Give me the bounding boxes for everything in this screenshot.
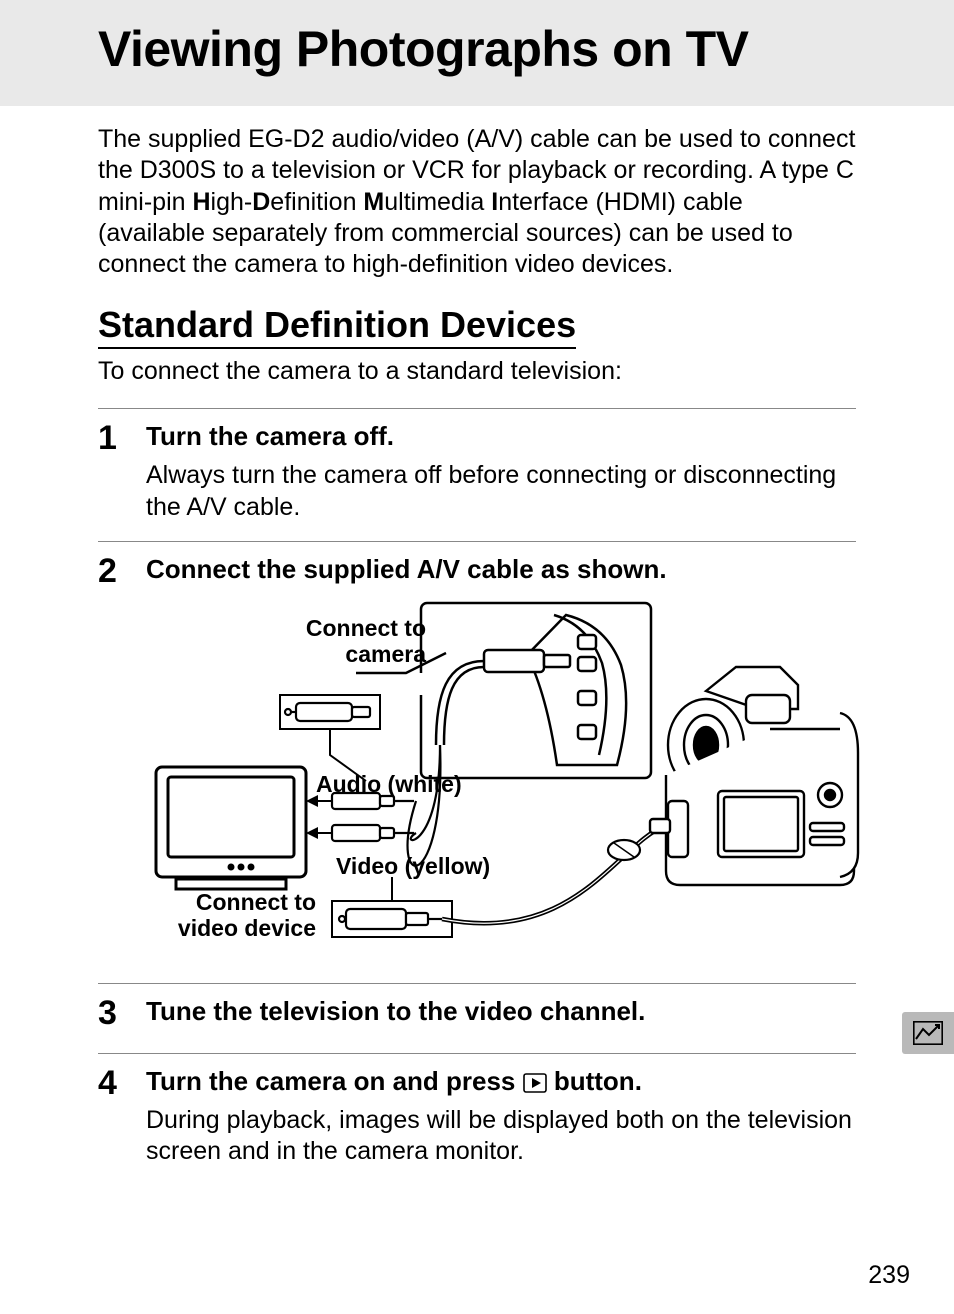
- diagram-label-connect-video: Connect to video device: [136, 889, 316, 942]
- step-body: Turn the camera off. Always turn the came…: [146, 419, 856, 523]
- page-number: 239: [868, 1261, 910, 1290]
- page-title: Viewing Photographs on TV: [98, 20, 954, 78]
- diagram-label-video: Video (yellow): [336, 853, 536, 879]
- step: 4Turn the camera on and press button. Dur…: [98, 1053, 856, 1186]
- step-number: 4: [98, 1064, 146, 1168]
- step-text: During playback, images will be displaye…: [146, 1105, 856, 1168]
- tab-graph-icon: [913, 1021, 943, 1045]
- camera-body-icon: [650, 667, 858, 885]
- camera-port-closeup: [421, 603, 651, 778]
- rca-plug-bottom: [339, 909, 442, 929]
- step-title: Connect the supplied A/V cable as shown.: [146, 554, 856, 585]
- cable-diagram: Connect to camera Audio (white) Video (y…: [146, 595, 856, 965]
- step-body: Turn the camera on and press button. Duri…: [146, 1064, 856, 1168]
- step-text: Always turn the camera off before connec…: [146, 460, 856, 523]
- step-number: 3: [98, 994, 146, 1035]
- step-body: Connect the supplied A/V cable as shown.: [146, 552, 856, 965]
- diagram-label-audio: Audio (white): [316, 771, 506, 797]
- step-title: Turn the camera off.: [146, 421, 856, 452]
- tv-icon: [156, 767, 306, 889]
- step-number: 1: [98, 419, 146, 523]
- step-body: Tune the television to the video channel…: [146, 994, 856, 1035]
- step: 3Tune the television to the video channe…: [98, 983, 856, 1053]
- step-title: Tune the television to the video channel…: [146, 996, 856, 1027]
- section-heading: Standard Definition Devices: [98, 304, 576, 349]
- step-title: Turn the camera on and press button.: [146, 1066, 856, 1097]
- section-tab-icon: [902, 1012, 954, 1054]
- step: 1Turn the camera off. Always turn the cam…: [98, 408, 856, 541]
- section-lead: To connect the camera to a standard tele…: [98, 357, 856, 386]
- rca-video-plug: [306, 825, 414, 841]
- rca-plug-top: [285, 703, 370, 721]
- intro-paragraph: The supplied EG-D2 audio/video (A/V) cab…: [98, 124, 856, 280]
- header-band: Viewing Photographs on TV: [0, 0, 954, 106]
- step: 2Connect the supplied A/V cable as shown…: [98, 541, 856, 983]
- diagram-label-connect-camera: Connect to camera: [256, 615, 426, 668]
- content-area: The supplied EG-D2 audio/video (A/V) cab…: [0, 124, 954, 1185]
- steps-list: 1Turn the camera off. Always turn the cam…: [98, 408, 856, 1185]
